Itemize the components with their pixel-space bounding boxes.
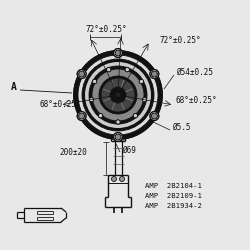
Circle shape <box>77 112 86 120</box>
Circle shape <box>92 69 144 121</box>
Text: 200±20: 200±20 <box>59 148 87 157</box>
Circle shape <box>114 132 122 141</box>
Circle shape <box>110 87 126 103</box>
Circle shape <box>151 71 157 77</box>
Circle shape <box>142 98 147 102</box>
Circle shape <box>89 66 147 124</box>
Text: 72°±0.25°: 72°±0.25° <box>160 36 202 45</box>
Circle shape <box>150 112 159 120</box>
Text: AMP  2B2104-1: AMP 2B2104-1 <box>145 183 202 189</box>
Text: Ø54±0.25: Ø54±0.25 <box>176 68 213 77</box>
Circle shape <box>78 55 158 135</box>
Circle shape <box>106 68 111 72</box>
Circle shape <box>133 114 138 118</box>
Circle shape <box>116 92 120 98</box>
Circle shape <box>85 62 151 128</box>
Circle shape <box>150 70 159 78</box>
Text: 68°±0.25°: 68°±0.25° <box>39 100 80 109</box>
Circle shape <box>92 79 97 84</box>
Circle shape <box>77 70 86 78</box>
Circle shape <box>79 71 85 77</box>
Text: Ø69: Ø69 <box>122 146 136 155</box>
Circle shape <box>82 59 154 131</box>
Circle shape <box>115 134 121 140</box>
Circle shape <box>115 50 121 56</box>
Circle shape <box>114 48 122 58</box>
Text: AMP  2B1934-2: AMP 2B1934-2 <box>145 203 202 209</box>
Circle shape <box>99 76 137 114</box>
Circle shape <box>151 113 157 119</box>
Circle shape <box>74 51 162 139</box>
Text: 68°±0.25°: 68°±0.25° <box>176 96 218 105</box>
Circle shape <box>125 68 130 72</box>
Text: Ø5.5: Ø5.5 <box>172 123 191 132</box>
Text: 72°±0.25°: 72°±0.25° <box>85 25 127 34</box>
Circle shape <box>139 79 143 84</box>
Circle shape <box>112 176 116 182</box>
Text: AMP  2B2109-1: AMP 2B2109-1 <box>145 193 202 199</box>
Circle shape <box>120 176 124 182</box>
Text: A: A <box>11 82 17 92</box>
Circle shape <box>79 113 85 119</box>
Circle shape <box>89 98 94 102</box>
Circle shape <box>116 120 120 124</box>
Circle shape <box>98 114 103 118</box>
Circle shape <box>101 78 135 112</box>
